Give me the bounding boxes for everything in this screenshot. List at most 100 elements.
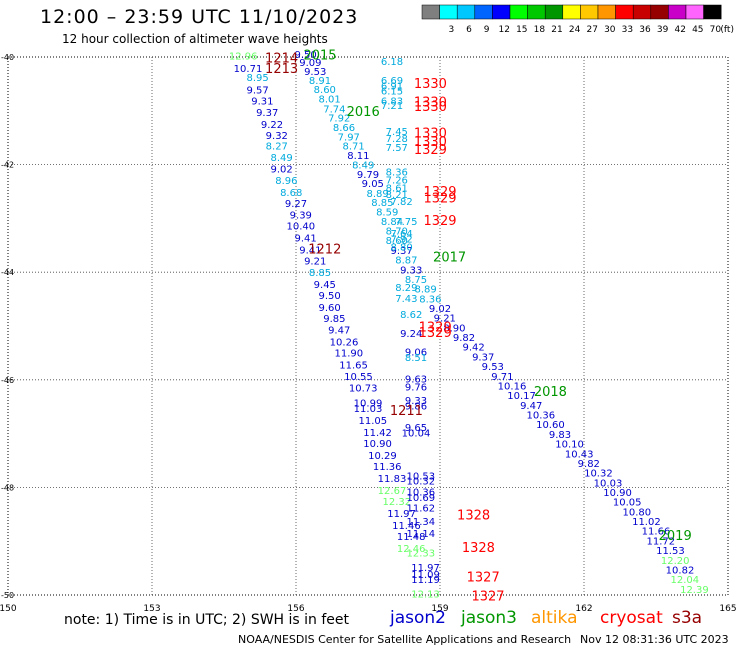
wave-height-point: 8.85	[371, 198, 393, 209]
wave-height-point: 10.60	[536, 420, 565, 431]
wave-height-point: 9.79	[357, 170, 379, 181]
track-time-label: 1330	[414, 127, 447, 142]
mission-jason3: jason3	[461, 608, 517, 628]
wave-height-point: 9.02	[270, 165, 292, 176]
wave-height-point: 12.67	[378, 486, 407, 497]
wave-height-point: 10.90	[603, 488, 632, 499]
wave-height-point: 8.89	[414, 285, 436, 296]
wave-height-point: 8.62	[400, 310, 422, 321]
y-tick-label: -46	[1, 376, 14, 385]
wave-height-point: 8.90	[443, 323, 465, 334]
map-axis-ticks: 150 153 156 159 162 165 -40 -42 -44 -46 -48 -50	[0, 53, 737, 614]
wave-height-point: 8.61	[386, 184, 408, 195]
wave-height-point: 9.02	[429, 304, 451, 315]
color-scale-swatch	[703, 4, 722, 20]
wave-height-point: 10.32	[584, 469, 613, 480]
wave-height-point: 10.36	[526, 411, 555, 422]
track-time-label: 1330	[414, 77, 447, 92]
wave-height-point: 12.04	[670, 575, 699, 586]
color-scale-label: 30	[604, 25, 616, 35]
x-tick-label: 150	[0, 604, 17, 614]
wave-height-point: 8.21	[386, 190, 408, 201]
wave-height-point: 9.71	[491, 372, 513, 383]
wave-height-point: 11.46	[392, 521, 421, 532]
color-scale-label: 15	[516, 25, 527, 35]
wave-height-point: 10.55	[344, 372, 373, 383]
color-scale-swatch	[439, 4, 458, 20]
x-tick-label: 153	[143, 604, 160, 614]
wave-height-point: 12.39	[680, 585, 709, 596]
wave-height-point: 9.22	[261, 120, 283, 131]
wave-height-point: 10.16	[498, 381, 527, 392]
track-time-label: 2017	[433, 250, 466, 265]
wave-height-point: 8.01	[318, 95, 340, 106]
track-time-label: 2018	[534, 385, 567, 400]
mission-altika: altika	[531, 608, 578, 628]
y-tick-label: -42	[1, 161, 14, 170]
wave-height-point: 11.09	[411, 570, 440, 581]
wave-height-point: 10.10	[555, 440, 584, 451]
wave-height-point: 11.34	[406, 517, 435, 528]
wave-height-points: 12.9610.718.959.579.319.379.229.328.278.…	[229, 50, 709, 601]
wave-height-point: 11.53	[656, 546, 685, 557]
track-labels: 1214121320152016133013301330133013301329…	[265, 49, 692, 605]
wave-height-point: 7.28	[386, 134, 408, 145]
wave-height-point: 7.74	[323, 104, 345, 115]
wave-height-point: 12.32	[382, 497, 411, 508]
track-time-label: 1329	[423, 185, 456, 200]
wave-height-point: 11.83	[378, 474, 407, 485]
y-tick-label: -44	[1, 268, 14, 277]
track-time-label: 1211	[390, 404, 423, 419]
color-scale-label: 33	[622, 25, 633, 35]
color-scale-label: 6	[466, 25, 472, 35]
wave-height-point: 8.27	[266, 142, 288, 153]
wave-height-point: 10.82	[666, 565, 695, 576]
track-time-label: 1329	[423, 191, 456, 206]
wave-height-point: 9.50	[318, 291, 340, 302]
wave-height-point: 9.63	[405, 374, 427, 385]
mission-s3a: s3a	[672, 608, 703, 628]
wave-height-point: 9.45	[314, 280, 336, 291]
wave-height-point: 9.39	[290, 210, 312, 221]
wave-height-point: 9.57	[246, 86, 268, 97]
wave-height-point: 9.76	[405, 383, 427, 394]
wave-height-point: 7.26	[386, 175, 408, 186]
wave-height-point: 10.69	[406, 493, 435, 504]
wave-height-point: 11.05	[358, 416, 387, 427]
color-scale-unit: (ft)	[720, 25, 734, 35]
x-tick-label: 156	[287, 604, 304, 614]
wave-height-point: 11.14	[406, 529, 435, 540]
wave-height-point: 9.21	[304, 257, 326, 268]
color-scale-label: 70	[710, 25, 722, 35]
track-time-label: 1327	[467, 571, 500, 586]
x-tick-label: 159	[431, 604, 448, 614]
wave-height-point: 7.64	[390, 229, 412, 240]
wave-height-point: 9.21	[434, 314, 456, 325]
wave-height-point: 9.82	[453, 333, 475, 344]
track-time-label: 1327	[471, 589, 504, 604]
wave-height-point: 10.17	[507, 391, 536, 402]
wave-height-point: 11.66	[642, 527, 671, 538]
track-time-label: 1330	[414, 135, 447, 150]
wave-height-point: 11.02	[632, 517, 661, 528]
wave-height-point: 8.89	[366, 189, 388, 200]
wave-height-point: 6.69	[381, 76, 403, 87]
wave-height-point: 10.05	[613, 498, 642, 509]
wave-height-point: 10.53	[406, 471, 435, 482]
track-time-label: 1212	[308, 242, 341, 257]
wave-height-point: 9.85	[323, 314, 345, 325]
wave-height-point: 9.33	[400, 265, 422, 276]
wave-height-point: 10.71	[234, 64, 263, 75]
wave-height-point: 10.73	[349, 384, 378, 395]
wave-height-point: 8.51	[405, 353, 427, 364]
wave-height-point: 7.57	[386, 143, 408, 154]
track-time-label: 1329	[423, 214, 456, 229]
wave-height-point: 10.03	[594, 478, 623, 489]
wave-height-point: 9.37	[390, 246, 412, 257]
wave-height-point: 12.46	[397, 544, 426, 555]
wave-height-point: 8.71	[342, 142, 364, 153]
wave-height-point: 10.04	[402, 428, 431, 439]
wave-height-point: 8.85	[309, 268, 331, 279]
wave-height-point: 8.80	[390, 243, 412, 254]
